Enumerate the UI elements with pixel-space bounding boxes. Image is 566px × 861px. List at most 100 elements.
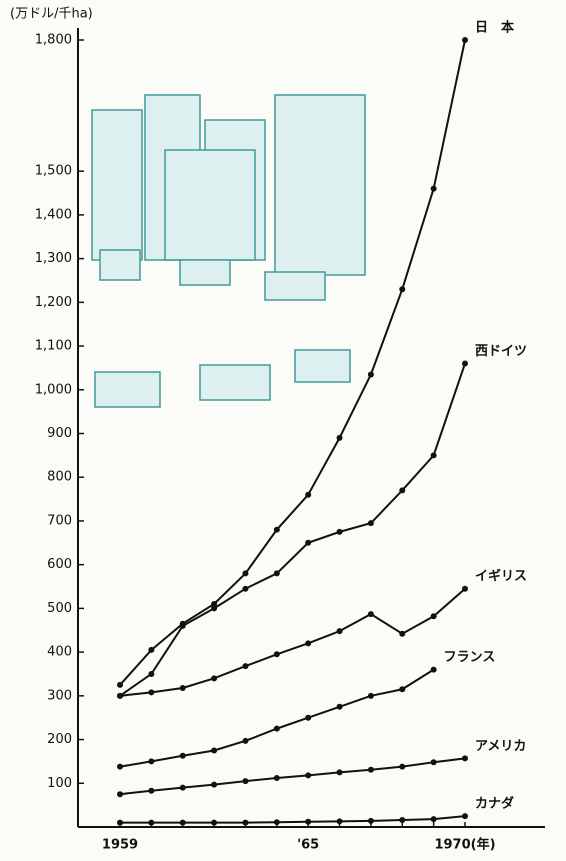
y-tick-label: 1,300 (35, 251, 72, 266)
data-point (211, 605, 218, 612)
data-point (305, 491, 312, 498)
data-point (336, 703, 343, 710)
y-tick-label: 100 (47, 776, 72, 791)
data-point (117, 692, 123, 699)
y-tick-label: 600 (47, 557, 72, 572)
data-point (242, 585, 249, 592)
data-point (273, 725, 280, 732)
data-point (148, 670, 155, 677)
data-point (462, 37, 468, 43)
data-point (399, 763, 406, 770)
data-point (305, 640, 312, 647)
data-point (211, 675, 218, 682)
series-label: イギリス (475, 568, 527, 584)
data-point (430, 759, 437, 766)
y-tick-label: 1,000 (35, 382, 72, 397)
data-point (211, 781, 218, 788)
x-tick-label: 1970(年) (434, 837, 495, 853)
y-tick-label: 1,100 (35, 339, 72, 354)
data-point (242, 819, 249, 826)
y-tick-label: 1,200 (35, 295, 72, 310)
series-label: フランス (444, 650, 496, 665)
data-point (273, 819, 280, 826)
data-point (242, 778, 249, 785)
data-point (305, 714, 312, 721)
data-point (179, 622, 186, 629)
data-point (305, 539, 312, 546)
data-point (336, 528, 343, 535)
data-point (367, 611, 374, 618)
data-point (336, 628, 343, 635)
data-point (367, 817, 374, 824)
data-point (117, 791, 123, 798)
data-point (211, 747, 218, 754)
series-label: 日 本 (475, 20, 514, 36)
data-point (273, 570, 280, 577)
data-point (430, 666, 437, 673)
data-point (305, 818, 312, 825)
data-point (242, 663, 249, 670)
series-line (119, 39, 466, 686)
y-tick-label: 200 (47, 732, 72, 747)
data-point (462, 360, 468, 367)
data-point (399, 686, 406, 693)
y-tick-label: 400 (47, 645, 72, 660)
data-point (117, 681, 123, 688)
data-point (273, 526, 280, 533)
data-point (179, 752, 186, 759)
data-point (430, 613, 437, 620)
data-point (430, 452, 437, 459)
data-point (399, 630, 406, 637)
data-point (305, 772, 312, 779)
data-point (211, 601, 218, 608)
y-axis-title: (万ドル/千ha) (10, 7, 93, 22)
series-label: カナダ (475, 796, 514, 812)
data-point (399, 487, 406, 494)
series-line (119, 668, 435, 768)
data-point (430, 816, 437, 823)
data-point (148, 646, 155, 653)
data-point (148, 758, 155, 765)
illustration (91, 94, 366, 408)
series-line (119, 757, 466, 796)
data-point (336, 434, 343, 441)
data-point (367, 371, 374, 378)
data-point (367, 766, 374, 773)
data-point (242, 737, 249, 744)
data-point (148, 787, 155, 794)
data-point (367, 520, 374, 527)
y-tick-label: 800 (47, 470, 72, 485)
data-point (336, 818, 343, 825)
series-label: 西ドイツ (475, 344, 527, 359)
y-tick-label: 300 (47, 688, 72, 703)
data-point (399, 817, 406, 824)
data-point (179, 819, 186, 826)
data-point (399, 286, 406, 293)
data-point (148, 819, 155, 826)
y-tick-label: 1,800 (35, 33, 72, 48)
data-point (367, 692, 374, 699)
data-point (462, 755, 468, 762)
data-point (179, 684, 186, 691)
data-point (179, 784, 186, 791)
y-tick-label: 1,400 (35, 207, 72, 222)
data-point (336, 769, 343, 776)
y-tick-label: 500 (47, 601, 72, 616)
series-line (120, 815, 466, 824)
data-point (148, 689, 155, 696)
data-point (462, 813, 468, 820)
series-label: アメリカ (475, 739, 526, 754)
data-point (242, 570, 249, 577)
data-point (211, 819, 218, 826)
series-line (119, 363, 466, 697)
y-tick-label: 1,500 (35, 164, 72, 179)
data-point (430, 185, 437, 192)
series-line (119, 587, 466, 697)
y-tick-label: 900 (47, 426, 72, 441)
data-point (462, 585, 468, 592)
x-tick-label: 1959 (102, 838, 138, 853)
data-point (273, 651, 280, 658)
data-point (117, 763, 123, 770)
x-tick-label: '65 (297, 838, 319, 853)
